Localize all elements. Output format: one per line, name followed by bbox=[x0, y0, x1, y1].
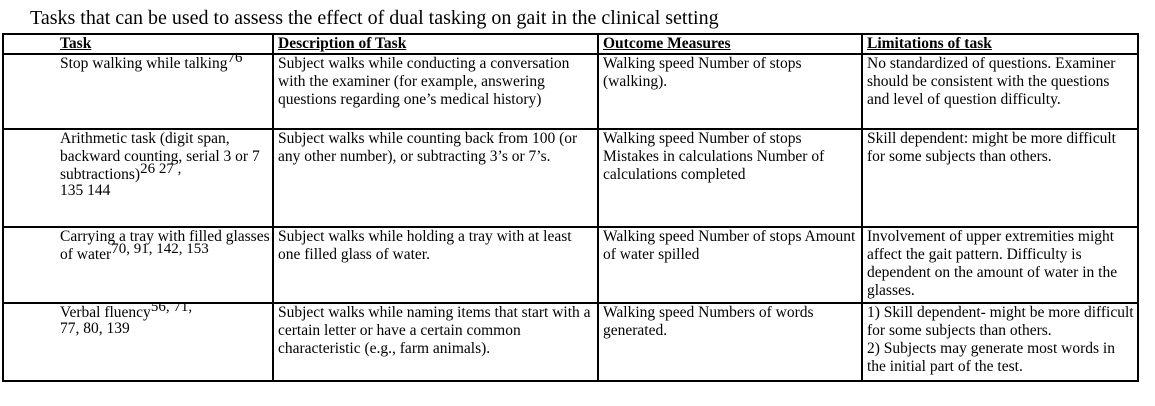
description-cell: Subject walks while conducting a convers… bbox=[272, 53, 599, 130]
reference: 26 27 , bbox=[140, 160, 182, 177]
description-cell: Subject walks while holding a tray with … bbox=[272, 226, 599, 304]
table-row: Carrying a tray with filled glasses of w… bbox=[2, 226, 1139, 304]
outcome-cell: Walking speed Numbers of words generated… bbox=[597, 302, 863, 382]
reference: 76 bbox=[227, 54, 243, 66]
limitation: Skill dependent: might be more difficult… bbox=[867, 130, 1116, 165]
description-cell: Subject walks while naming items that st… bbox=[272, 302, 599, 382]
table: Task Description of Task Outcome Measures L… bbox=[2, 33, 1139, 382]
table-title: Tasks that can be used to assess the eff… bbox=[30, 7, 719, 29]
reference: 56, 71, bbox=[150, 303, 193, 315]
outcome-cell: Walking speed Number of stops Mistakes i… bbox=[597, 128, 863, 228]
header-row: Task Description of Task Outcome Measures L… bbox=[2, 33, 1139, 55]
description-cell: Subject walks while counting back from 1… bbox=[272, 128, 599, 228]
limitations-cell: Skill dependent: might be more difficult… bbox=[861, 128, 1139, 228]
limitations-cell: Involvement of upper extremities might a… bbox=[861, 226, 1139, 304]
task-name: Verbal fluency bbox=[60, 304, 151, 321]
reference: 77, 80, 139 bbox=[60, 320, 130, 337]
limitation: 1) Skill dependent- might be more diffic… bbox=[867, 304, 1134, 339]
task-cell: Carrying a tray with filled glasses of w… bbox=[2, 226, 274, 304]
outcome-cell: Walking speed Number of stops (walking). bbox=[597, 53, 863, 130]
task-name: Stop walking while talking bbox=[60, 55, 228, 72]
limitations-cell: 1) Skill dependent- might be more diffic… bbox=[861, 302, 1139, 382]
task-cell: Arithmetic task (digit span, backward co… bbox=[2, 128, 274, 228]
limitations-cell: No standardized of questions. Examiner s… bbox=[861, 53, 1139, 130]
table-row: Verbal fluency56, 71, 77, 80, 139 Subject … bbox=[2, 302, 1139, 382]
column-header: Limitations of task bbox=[861, 33, 1139, 55]
column-header: Description of Task bbox=[272, 33, 599, 55]
task-name: Carrying a tray with filled glasses of w… bbox=[60, 228, 270, 263]
reference: 70, 91, 142, 153 bbox=[111, 240, 209, 257]
limitation: No standardized of questions. Examiner s… bbox=[867, 55, 1116, 108]
outcome-cell: Walking speed Number of stops Amount of … bbox=[597, 226, 863, 304]
reference: 135 144 bbox=[60, 182, 111, 199]
task-cell: Stop walking while talking76 bbox=[2, 53, 274, 130]
table-row: Stop walking while talking76 Subject walk… bbox=[2, 53, 1139, 130]
task-cell: Verbal fluency56, 71, 77, 80, 139 bbox=[2, 302, 274, 382]
column-header: Task bbox=[2, 33, 274, 55]
table-body: Stop walking while talking76 Subject walk… bbox=[2, 53, 1139, 382]
task-name: Arithmetic task (digit span, backward co… bbox=[60, 130, 260, 183]
limitation: 2) Subjects may generate most words in t… bbox=[867, 340, 1115, 375]
limitation: Involvement of upper extremities might a… bbox=[867, 228, 1118, 299]
column-header: Outcome Measures bbox=[597, 33, 863, 55]
table-row: Arithmetic task (digit span, backward co… bbox=[2, 128, 1139, 228]
table-head: Task Description of Task Outcome Measures L… bbox=[2, 33, 1139, 55]
